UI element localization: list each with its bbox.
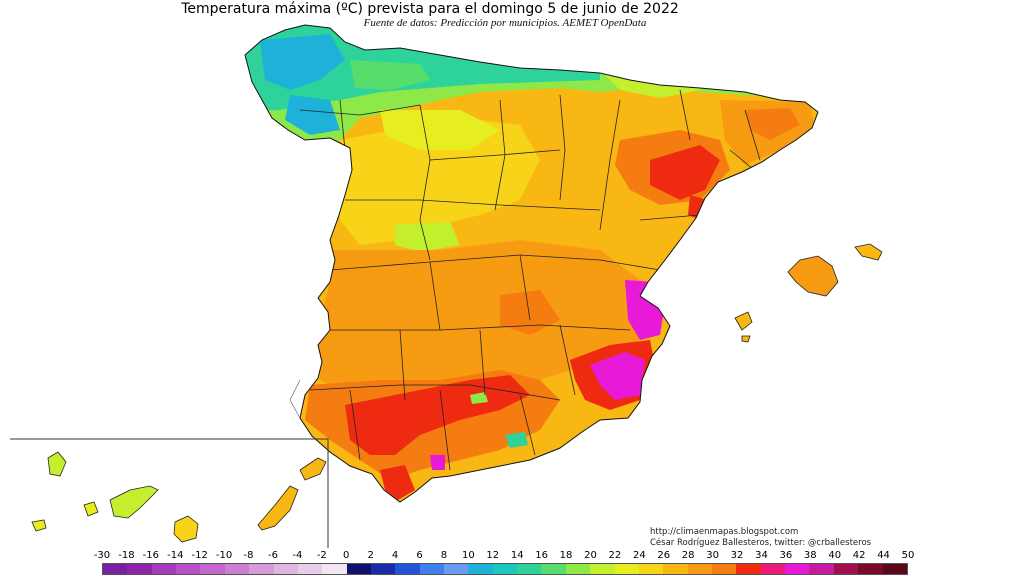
legend-label: -10: [215, 550, 233, 561]
legend-label: -6: [267, 550, 278, 561]
legend-label: 40: [828, 550, 842, 561]
legend-label: 36: [779, 550, 793, 561]
legend-label: -4: [292, 550, 303, 561]
legend-label: 16: [535, 550, 548, 561]
legend-label: -12: [191, 550, 208, 561]
legend-swatch: [492, 564, 518, 574]
legend-swatch: [346, 564, 371, 574]
legend-label: 44: [877, 550, 890, 561]
legend-swatch: [444, 564, 469, 574]
legend-swatch: [687, 564, 712, 574]
legend-label: -18: [118, 550, 135, 561]
legend-label: 14: [510, 550, 524, 561]
legend-label: 6: [416, 550, 423, 561]
map-title: Temperatura máxima (ºC) prevista para el…: [181, 1, 679, 17]
legend-swatch: [370, 564, 396, 574]
legend-swatch: [224, 564, 250, 574]
legend-swatch: [590, 564, 615, 574]
legend-swatch: [663, 564, 688, 574]
legend-swatch: [736, 564, 761, 574]
legend-swatch: [711, 564, 737, 574]
legend-label: 42: [852, 550, 866, 561]
legend-swatch: [103, 564, 128, 574]
legend-swatch: [858, 564, 883, 574]
legend-label: 22: [608, 550, 622, 561]
legend-label: 12: [486, 550, 500, 561]
legend-swatch: [200, 564, 225, 574]
legend-label: -2: [316, 550, 327, 561]
legend-label: 8: [440, 550, 448, 561]
temperature-map: [10, 24, 883, 548]
legend-label: -30: [93, 550, 111, 561]
legend-swatch: [833, 564, 859, 574]
legend-swatch: [517, 564, 542, 574]
legend-swatch: [419, 564, 445, 574]
legend-swatch: [882, 564, 907, 574]
legend-swatch: [176, 564, 201, 574]
legend-label: 10: [461, 550, 475, 561]
map-subtitle: Fuente de datos: Predicción por municipi…: [363, 17, 647, 29]
legend-label: 20: [584, 550, 597, 561]
legend-label: 4: [391, 550, 399, 561]
balearic-islands: [734, 243, 883, 343]
peninsula: [244, 24, 819, 503]
legend-label: 28: [681, 550, 695, 561]
legend-swatch: [565, 564, 591, 574]
legend-labels: -30 -18 -16 -14 -12 -10 -8 -6 -4 -2 0 2 4 6 8 10 12 14 16 1…: [90, 550, 920, 562]
legend-label: 30: [706, 550, 719, 561]
legend-label: -14: [167, 550, 184, 561]
legend-swatch: [760, 564, 786, 574]
legend-label: 2: [367, 550, 374, 561]
legend-label: 32: [730, 550, 744, 561]
legend-swatch: [273, 564, 298, 574]
legend-swatch: [322, 564, 347, 574]
legend-swatch: [809, 564, 834, 574]
legend-label: 18: [559, 550, 573, 561]
legend-label: 24: [632, 550, 646, 561]
legend-swatch: [468, 564, 493, 574]
canary-islands-inset: [10, 438, 329, 548]
legend-swatch: [638, 564, 664, 574]
legend-label: 26: [657, 550, 671, 561]
legend-swatch: [614, 564, 639, 574]
credits-url[interactable]: http://climaenmapas.blogspot.com: [650, 527, 799, 537]
legend-label: -16: [142, 550, 160, 561]
credits: http://climaenmapas.blogspot.com César R…: [650, 527, 871, 549]
legend-swatch: [151, 564, 177, 574]
legend-swatch: [785, 564, 810, 574]
legend-swatch: [297, 564, 323, 574]
legend-label: 34: [755, 550, 768, 561]
legend-swatch: [249, 564, 274, 574]
credits-author: César Rodríguez Ballesteros, twitter: @c…: [650, 538, 872, 548]
legend-label: -8: [243, 550, 254, 561]
legend-label: 0: [343, 550, 350, 561]
legend-swatch: [395, 564, 420, 574]
legend-swatch: [127, 564, 152, 574]
legend-swatch: [541, 564, 566, 574]
legend-colorbar: [102, 563, 908, 575]
legend-label: 38: [803, 550, 817, 561]
legend-label: 50: [901, 550, 915, 561]
